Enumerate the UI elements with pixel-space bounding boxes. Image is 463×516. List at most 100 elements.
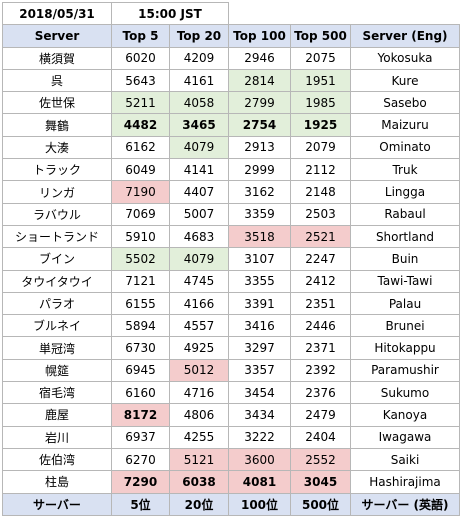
top100-value[interactable]: 3434: [228, 403, 291, 427]
top20-value[interactable]: 5121: [169, 447, 229, 472]
top5-value[interactable]: 4482: [111, 113, 170, 137]
top5-value[interactable]: 6160: [111, 381, 170, 405]
server-eng-name[interactable]: Yokosuka: [350, 46, 460, 70]
top100-value[interactable]: 2799: [228, 91, 291, 115]
top100-value[interactable]: 2913: [228, 135, 291, 160]
top5-value[interactable]: 6162: [111, 135, 170, 160]
server-name[interactable]: 宿毛湾: [2, 381, 112, 405]
server-name[interactable]: 佐伯湾: [2, 447, 112, 472]
server-eng-name[interactable]: Iwagawa: [350, 425, 460, 449]
server-name[interactable]: パラオ: [2, 291, 112, 316]
top20-value[interactable]: 4161: [169, 68, 229, 93]
top500-value[interactable]: 2446: [290, 314, 351, 338]
footer-top500[interactable]: 500位: [290, 492, 351, 516]
footer-top20[interactable]: 20位: [169, 492, 229, 516]
top500-value[interactable]: 1951: [290, 68, 351, 93]
footer-top100[interactable]: 100位: [228, 492, 291, 516]
top500-value[interactable]: 2552: [290, 447, 351, 472]
server-name[interactable]: 舞鶴: [2, 113, 112, 137]
server-eng-name[interactable]: Hashirajima: [350, 470, 460, 494]
server-eng-name[interactable]: Lingga: [350, 180, 460, 204]
server-eng-name[interactable]: Maizuru: [350, 113, 460, 137]
top500-value[interactable]: 2079: [290, 135, 351, 160]
time-cell[interactable]: 15:00 JST: [111, 1, 229, 26]
top20-value[interactable]: 4209: [169, 46, 229, 70]
top20-value[interactable]: 4079: [169, 247, 229, 271]
top20-value[interactable]: 4079: [169, 135, 229, 160]
top100-value[interactable]: 3162: [228, 180, 291, 204]
top500-value[interactable]: 1925: [290, 113, 351, 137]
server-name[interactable]: 幌筵: [2, 358, 112, 383]
top5-value[interactable]: 5643: [111, 68, 170, 93]
server-name[interactable]: リンガ: [2, 180, 112, 204]
top500-value[interactable]: 2351: [290, 291, 351, 316]
server-eng-name[interactable]: Paramushir: [350, 358, 460, 383]
top5-value[interactable]: 5894: [111, 314, 170, 338]
top100-value[interactable]: 3454: [228, 381, 291, 405]
top5-value[interactable]: 5211: [111, 91, 170, 115]
date-cell[interactable]: 2018/05/31: [2, 1, 112, 26]
empty-cell[interactable]: [228, 2, 460, 26]
server-name[interactable]: 横須賀: [2, 46, 112, 70]
top100-value[interactable]: 3416: [228, 314, 291, 338]
top100-value[interactable]: 2754: [228, 113, 291, 137]
top20-value[interactable]: 5007: [169, 202, 229, 226]
top5-value[interactable]: 8172: [111, 403, 170, 427]
top5-value[interactable]: 6049: [111, 158, 170, 182]
header-top5[interactable]: Top 5: [111, 24, 170, 48]
server-name[interactable]: タウイタウイ: [2, 269, 112, 293]
top5-value[interactable]: 6020: [111, 46, 170, 70]
top100-value[interactable]: 3357: [228, 358, 291, 383]
footer-top5[interactable]: 5位: [111, 492, 170, 516]
top100-value[interactable]: 3355: [228, 269, 291, 293]
top100-value[interactable]: 3359: [228, 202, 291, 226]
top100-value[interactable]: 3391: [228, 291, 291, 316]
footer-server-eng[interactable]: サーバー (英語): [350, 492, 460, 516]
header-top500[interactable]: Top 500: [290, 24, 351, 48]
top5-value[interactable]: 6937: [111, 425, 170, 449]
top5-value[interactable]: 6270: [111, 447, 170, 472]
top500-value[interactable]: 2371: [290, 336, 351, 360]
server-eng-name[interactable]: Tawi-Tawi: [350, 269, 460, 293]
top5-value[interactable]: 6730: [111, 336, 170, 360]
top5-value[interactable]: 7069: [111, 202, 170, 226]
header-server-eng[interactable]: Server (Eng): [350, 24, 460, 48]
server-name[interactable]: 大湊: [2, 135, 112, 160]
top500-value[interactable]: 2412: [290, 269, 351, 293]
server-eng-name[interactable]: Shortland: [350, 224, 460, 249]
top500-value[interactable]: 2521: [290, 224, 351, 249]
top100-value[interactable]: 2814: [228, 68, 291, 93]
server-name[interactable]: ブルネイ: [2, 314, 112, 338]
top500-value[interactable]: 2503: [290, 202, 351, 226]
server-eng-name[interactable]: Brunei: [350, 314, 460, 338]
server-name[interactable]: 呉: [2, 68, 112, 93]
top20-value[interactable]: 4925: [169, 336, 229, 360]
server-eng-name[interactable]: Sasebo: [350, 91, 460, 115]
server-eng-name[interactable]: Kure: [350, 68, 460, 93]
top20-value[interactable]: 3465: [169, 113, 229, 137]
top500-value[interactable]: 2247: [290, 247, 351, 271]
server-eng-name[interactable]: Truk: [350, 158, 460, 182]
server-name[interactable]: 岩川: [2, 425, 112, 449]
server-eng-name[interactable]: Hitokappu: [350, 336, 460, 360]
header-top100[interactable]: Top 100: [228, 24, 291, 48]
top20-value[interactable]: 6038: [169, 470, 229, 494]
top500-value[interactable]: 2148: [290, 180, 351, 204]
top20-value[interactable]: 4166: [169, 291, 229, 316]
server-name[interactable]: ブイン: [2, 247, 112, 271]
server-name[interactable]: 佐世保: [2, 91, 112, 115]
top5-value[interactable]: 5502: [111, 247, 170, 271]
server-name[interactable]: ショートランド: [2, 224, 112, 249]
server-name[interactable]: トラック: [2, 158, 112, 182]
top500-value[interactable]: 2075: [290, 46, 351, 70]
server-eng-name[interactable]: Saiki: [350, 447, 460, 472]
top5-value[interactable]: 6945: [111, 358, 170, 383]
server-name[interactable]: ラバウル: [2, 202, 112, 226]
header-top20[interactable]: Top 20: [169, 24, 229, 48]
top500-value[interactable]: 2112: [290, 158, 351, 182]
top5-value[interactable]: 7121: [111, 269, 170, 293]
top20-value[interactable]: 4141: [169, 158, 229, 182]
top500-value[interactable]: 2392: [290, 358, 351, 383]
top5-value[interactable]: 5910: [111, 224, 170, 249]
top20-value[interactable]: 4255: [169, 425, 229, 449]
